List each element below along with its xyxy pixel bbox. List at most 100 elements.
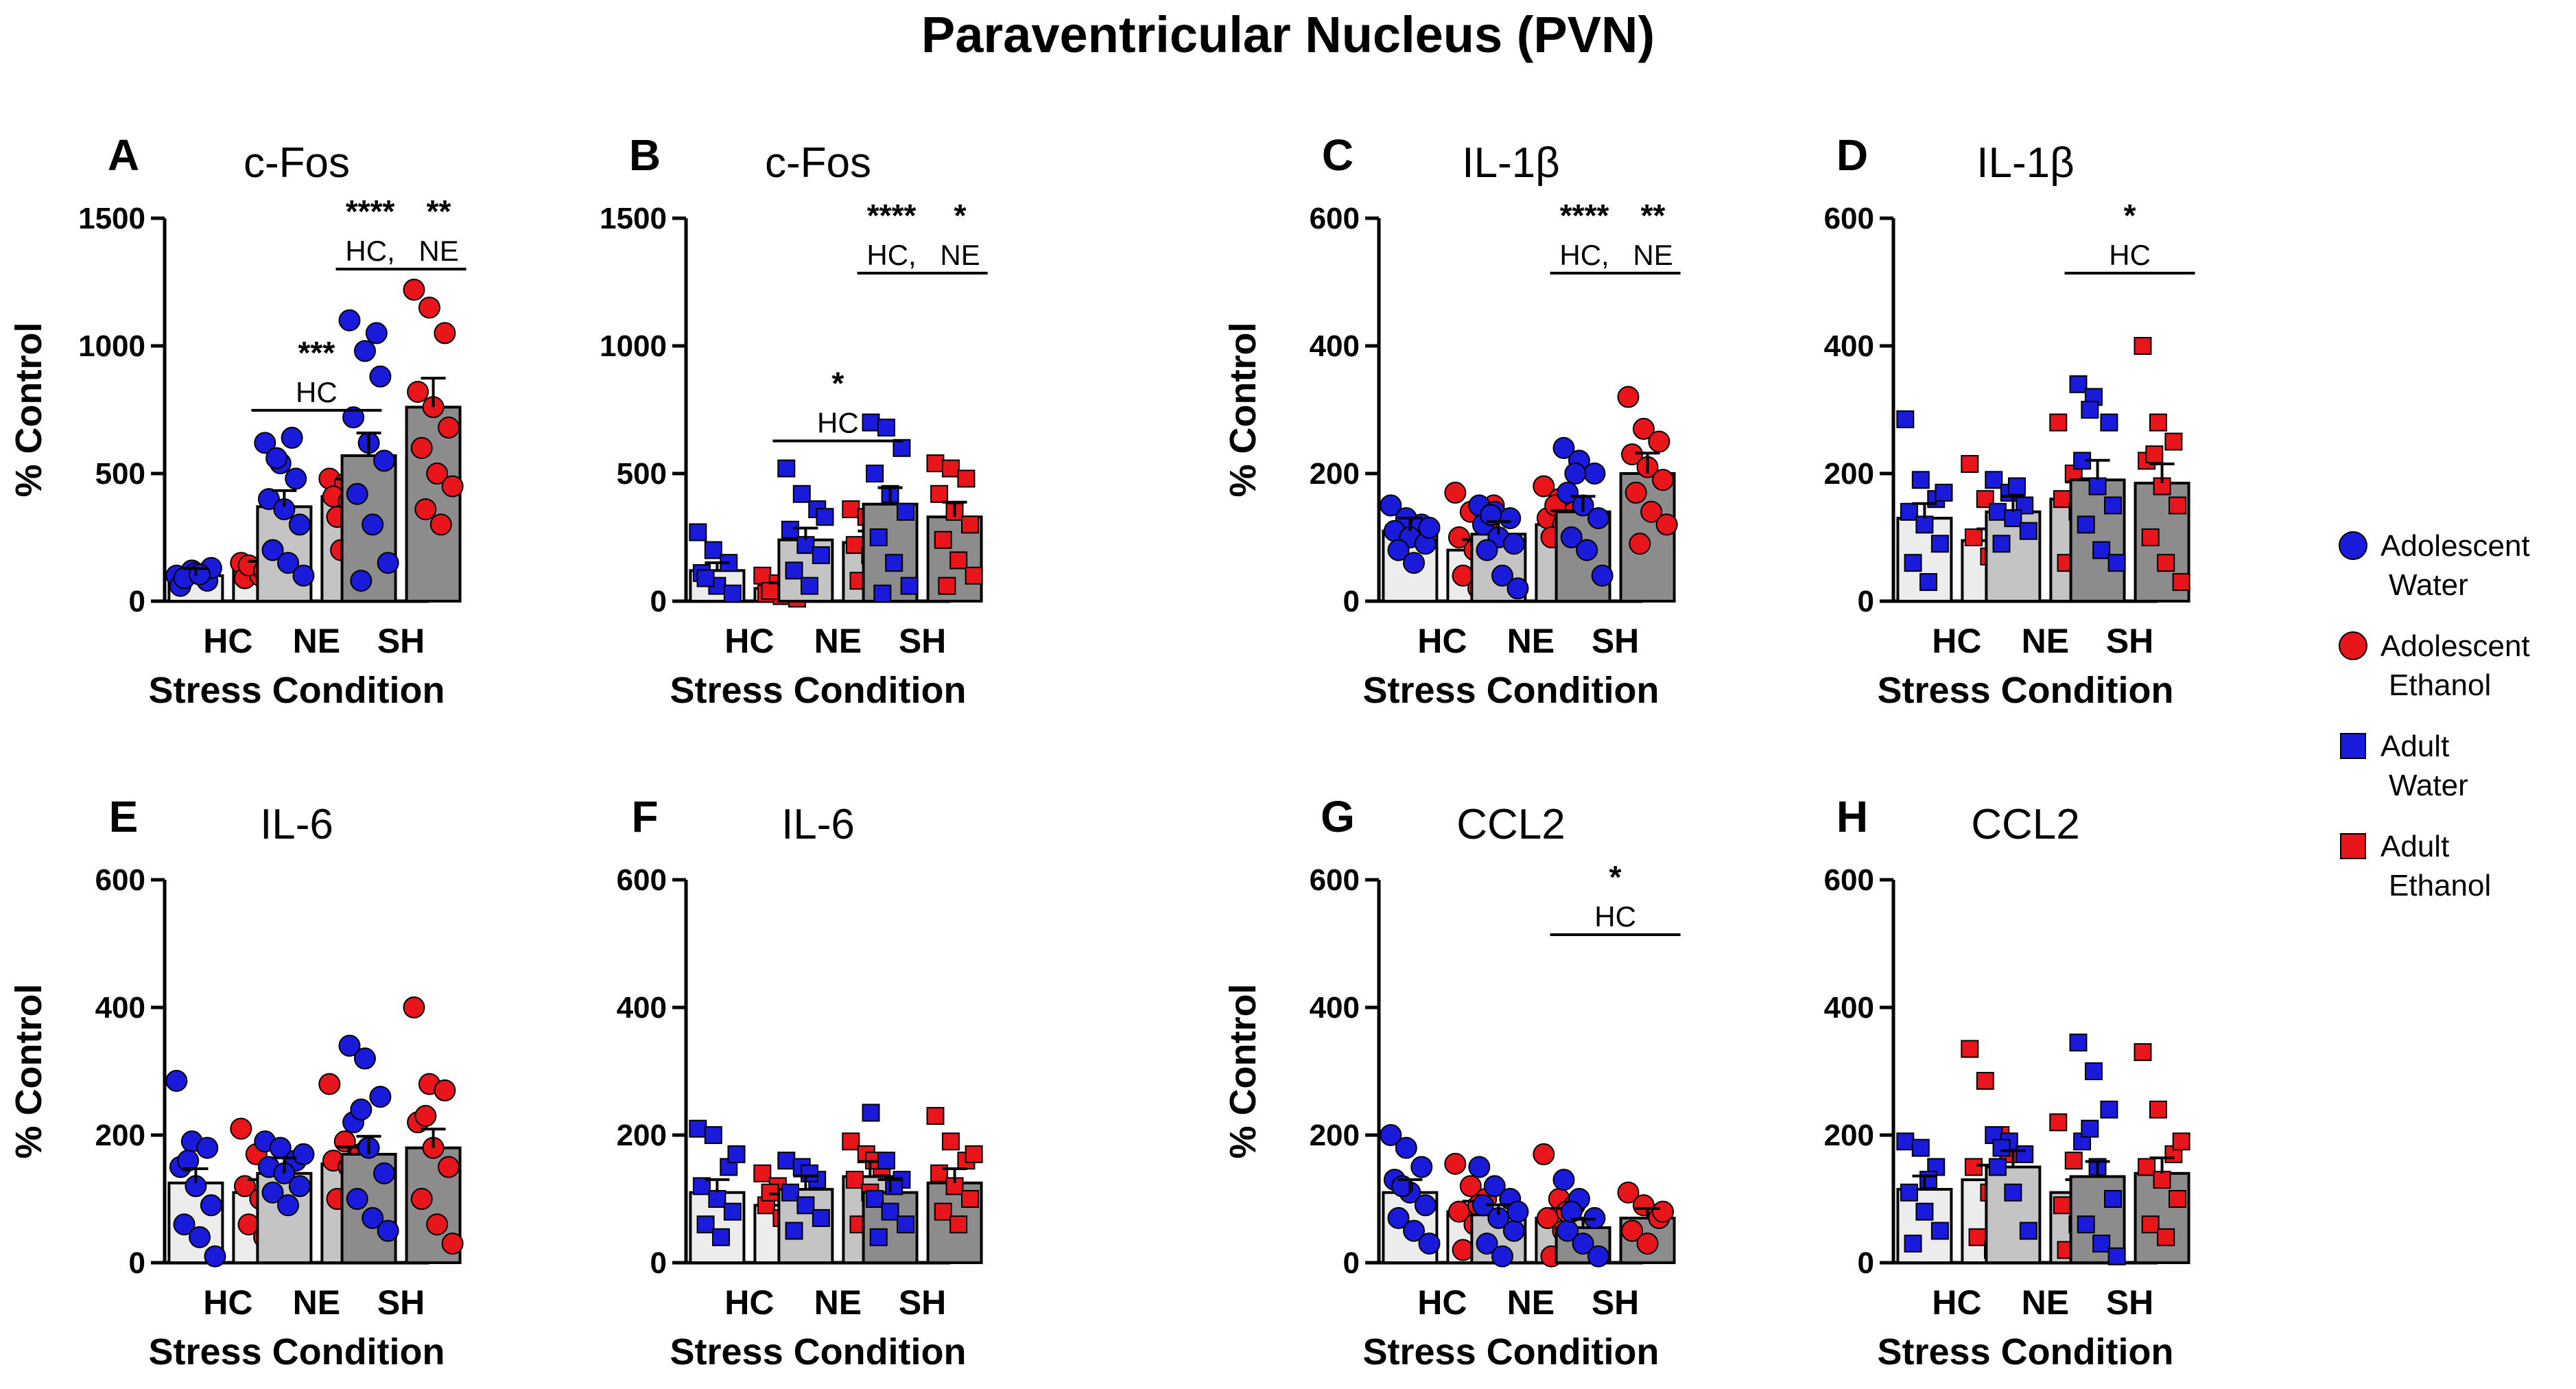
significance-label: HC xyxy=(817,407,859,439)
data-point xyxy=(426,1213,449,1236)
data-point xyxy=(276,1194,299,1217)
data-point xyxy=(2141,528,2160,546)
data-point xyxy=(2153,1171,2171,1189)
data-point xyxy=(281,426,303,449)
data-point xyxy=(1919,1171,1938,1189)
data-point xyxy=(346,482,368,505)
data-point xyxy=(938,576,956,595)
data-point xyxy=(1968,1228,1987,1246)
panel-letter: A xyxy=(108,130,139,180)
data-point xyxy=(1452,1239,1474,1261)
data-point xyxy=(434,1079,456,1101)
significance-stars: **** xyxy=(1560,198,1609,233)
data-point xyxy=(727,1145,746,1163)
data-point xyxy=(866,1190,884,1208)
data-point xyxy=(1506,577,1529,600)
y-tick-label: 0 xyxy=(1343,1246,1360,1280)
y-axis-label: % Control xyxy=(1222,323,1264,498)
data-point xyxy=(712,1228,731,1246)
y-tick-label: 0 xyxy=(129,1246,145,1280)
data-point xyxy=(285,467,307,490)
data-point xyxy=(1915,1202,1934,1221)
data-point xyxy=(1911,1139,1930,1157)
legend-label: Ethanol xyxy=(2389,668,2491,702)
y-tick-label: 200 xyxy=(1310,457,1360,491)
data-point xyxy=(949,1215,968,1234)
x-category-label: HC xyxy=(1932,1283,1981,1322)
y-axis-label: % Control xyxy=(1222,984,1264,1159)
data-point xyxy=(1583,463,1606,485)
y-tick-label: 1000 xyxy=(600,329,667,363)
data-point xyxy=(377,552,399,574)
data-point xyxy=(1591,564,1614,587)
data-point xyxy=(257,488,280,511)
data-point xyxy=(2134,1043,2152,1062)
data-point xyxy=(414,1105,437,1128)
data-point xyxy=(1961,1040,1979,1058)
x-category-label: NE xyxy=(1507,1283,1555,1322)
data-point xyxy=(1648,430,1670,453)
panel-title: IL-1β xyxy=(1976,139,2075,187)
y-tick-label: 0 xyxy=(129,585,145,618)
y-tick-label: 0 xyxy=(650,1246,667,1280)
data-point xyxy=(777,459,796,478)
data-point xyxy=(418,296,440,319)
significance-stars: **** xyxy=(867,198,917,233)
data-point xyxy=(1459,1175,1482,1198)
data-point xyxy=(292,1143,315,1165)
data-point xyxy=(1552,436,1575,459)
data-point xyxy=(816,508,834,526)
data-point xyxy=(373,450,396,472)
data-point xyxy=(1976,490,1994,509)
data-point xyxy=(1904,554,1922,572)
panel-E xyxy=(151,878,464,1268)
data-point xyxy=(1976,1071,1994,1090)
y-axis-label: % Control xyxy=(8,984,49,1159)
data-point xyxy=(1572,1233,1594,1255)
y-tick-label: 400 xyxy=(1310,991,1360,1025)
y-tick-label: 400 xyxy=(95,991,145,1025)
data-point xyxy=(1560,526,1583,548)
data-point xyxy=(1904,1235,1922,1253)
data-point xyxy=(292,564,315,587)
data-point xyxy=(885,554,903,572)
data-point xyxy=(441,475,464,498)
data-point xyxy=(926,1107,945,1125)
data-point xyxy=(792,485,811,503)
data-point xyxy=(941,1132,960,1151)
data-point xyxy=(365,322,388,345)
legend-marker xyxy=(2340,833,2366,859)
data-point xyxy=(800,576,818,595)
y-tick-label: 200 xyxy=(1824,457,1874,491)
data-point xyxy=(723,1202,742,1221)
data-point xyxy=(1935,483,1953,502)
data-point xyxy=(1391,1175,1414,1198)
panel-letter: B xyxy=(629,130,661,180)
data-point xyxy=(1988,1158,2007,1176)
data-point xyxy=(410,436,433,459)
data-point xyxy=(438,417,460,439)
y-tick-label: 400 xyxy=(617,991,667,1025)
y-tick-label: 200 xyxy=(1310,1119,1360,1152)
x-category-label: SH xyxy=(1592,1283,1639,1322)
data-point xyxy=(1480,504,1502,526)
data-point xyxy=(1617,386,1640,408)
x-category-label: HC xyxy=(1417,622,1467,660)
y-tick-label: 400 xyxy=(1824,329,1874,363)
data-point xyxy=(2138,1158,2156,1176)
data-point xyxy=(1491,564,1513,587)
data-point xyxy=(346,1188,368,1210)
y-tick-label: 600 xyxy=(1824,863,1874,897)
data-point xyxy=(753,566,772,585)
data-point xyxy=(812,546,830,565)
data-point xyxy=(1476,1233,1498,1255)
data-point xyxy=(866,465,884,482)
data-point xyxy=(897,502,915,521)
data-point xyxy=(2053,1196,2071,1215)
x-category-label: SH xyxy=(1592,622,1639,660)
data-point xyxy=(1964,1158,1983,1176)
data-point xyxy=(1387,1206,1410,1229)
x-axis-label: Stress Condition xyxy=(1362,1331,1659,1373)
data-point xyxy=(362,1206,384,1229)
